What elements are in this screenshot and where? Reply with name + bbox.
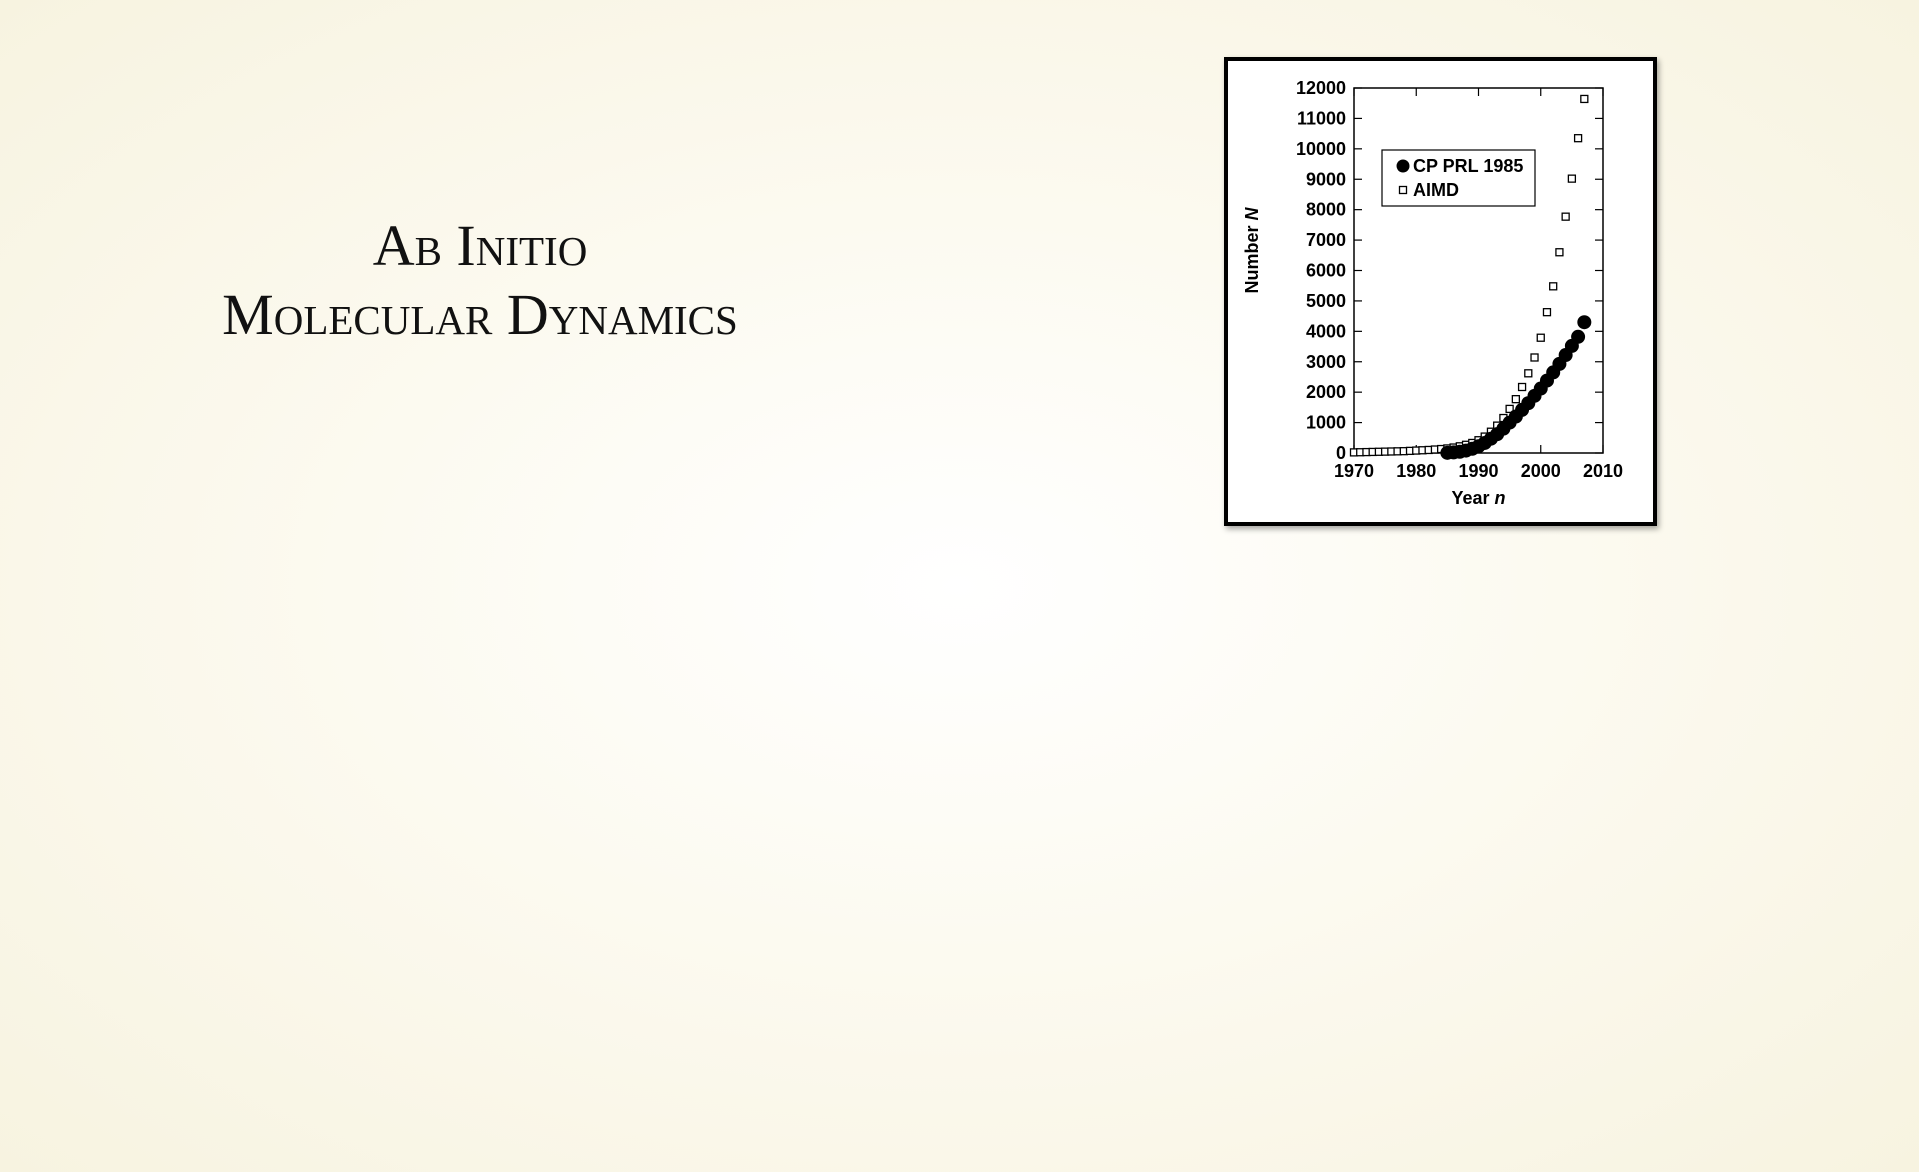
data-point bbox=[1555, 248, 1564, 257]
x-tick-label: 2000 bbox=[1521, 461, 1561, 481]
data-point bbox=[1571, 329, 1586, 344]
y-tick-label: 6000 bbox=[1306, 261, 1346, 281]
data-point bbox=[1505, 404, 1514, 414]
x-axis-label-text: Year bbox=[1451, 488, 1489, 508]
data-point bbox=[1542, 308, 1552, 317]
y-tick-label: 1000 bbox=[1306, 413, 1346, 433]
y-tick-label: 9000 bbox=[1306, 169, 1346, 189]
y-tick-label: 10000 bbox=[1296, 139, 1346, 159]
data-point bbox=[1567, 174, 1577, 183]
legend-label: AIMD bbox=[1413, 180, 1459, 200]
x-tick-label: 1970 bbox=[1334, 461, 1374, 481]
data-point bbox=[1577, 315, 1592, 330]
y-tick-label: 2000 bbox=[1306, 382, 1346, 402]
legend-label: CP PRL 1985 bbox=[1413, 156, 1523, 176]
y-axis-label-var: N bbox=[1242, 206, 1262, 220]
x-axis-label: Year n bbox=[1451, 488, 1505, 508]
data-point bbox=[1530, 353, 1539, 362]
data-point bbox=[1573, 134, 1583, 143]
data-point bbox=[1536, 333, 1545, 342]
x-axis-label-var: n bbox=[1495, 488, 1506, 508]
data-point bbox=[1524, 369, 1533, 378]
y-tick-label: 4000 bbox=[1306, 321, 1346, 341]
y-tick-label: 8000 bbox=[1306, 200, 1346, 220]
data-point bbox=[1549, 282, 1558, 291]
y-tick-label: 7000 bbox=[1306, 230, 1346, 250]
y-tick-label: 11000 bbox=[1297, 108, 1346, 128]
y-tick-label: 5000 bbox=[1306, 291, 1346, 311]
legend-marker bbox=[1396, 159, 1410, 173]
data-point bbox=[1511, 395, 1520, 404]
chart-frame bbox=[1224, 57, 1657, 526]
slide-title: Molecular Dynamics bbox=[222, 282, 738, 347]
data-point bbox=[1580, 94, 1589, 104]
x-tick-label: 2010 bbox=[1583, 461, 1623, 481]
legend-marker bbox=[1398, 185, 1408, 195]
x-tick-label: 1990 bbox=[1458, 461, 1498, 481]
x-tick-label: 1980 bbox=[1396, 461, 1436, 481]
y-axis-label: Number N bbox=[1242, 206, 1262, 293]
legend-box bbox=[1381, 149, 1536, 207]
y-tick-label: 0 bbox=[1336, 443, 1346, 463]
y-tick-label: 3000 bbox=[1306, 352, 1346, 372]
y-tick-label: 12000 bbox=[1296, 78, 1346, 98]
slide-title: Ab Initio bbox=[373, 213, 588, 278]
data-point bbox=[1561, 212, 1570, 221]
y-axis-label-text: Number bbox=[1242, 226, 1262, 294]
data-point bbox=[1517, 382, 1527, 392]
